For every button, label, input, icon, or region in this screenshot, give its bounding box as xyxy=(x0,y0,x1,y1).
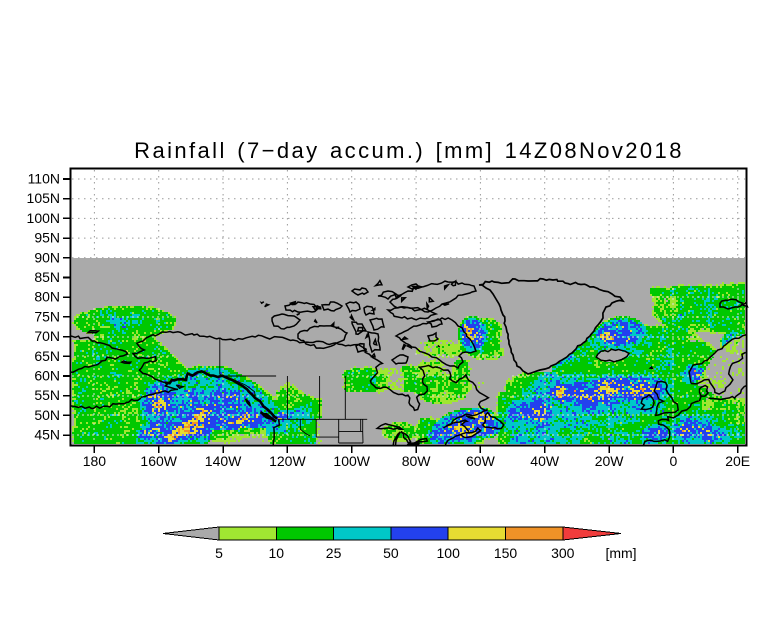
svg-text:40W: 40W xyxy=(530,453,560,469)
svg-text:5: 5 xyxy=(215,545,223,561)
svg-text:50N: 50N xyxy=(34,407,60,423)
svg-text:80N: 80N xyxy=(34,289,60,305)
svg-text:20W: 20W xyxy=(595,453,625,469)
svg-text:75N: 75N xyxy=(34,308,60,324)
svg-text:60N: 60N xyxy=(34,368,60,384)
svg-text:55N: 55N xyxy=(34,387,60,403)
svg-text:50: 50 xyxy=(383,545,399,561)
svg-text:65N: 65N xyxy=(34,348,60,364)
svg-text:100W: 100W xyxy=(333,453,370,469)
svg-text:300: 300 xyxy=(551,545,575,561)
svg-text:70N: 70N xyxy=(34,328,60,344)
svg-text:45N: 45N xyxy=(34,427,60,443)
svg-text:100N: 100N xyxy=(27,210,60,226)
svg-text:110N: 110N xyxy=(28,171,60,187)
svg-text:80W: 80W xyxy=(402,453,432,469)
svg-text:60W: 60W xyxy=(466,453,496,469)
svg-text:[mm]: [mm] xyxy=(605,545,636,561)
svg-text:0: 0 xyxy=(670,453,678,469)
svg-text:160W: 160W xyxy=(140,453,177,469)
svg-text:90N: 90N xyxy=(34,249,60,265)
svg-text:85N: 85N xyxy=(34,269,60,285)
svg-text:120W: 120W xyxy=(269,453,306,469)
svg-text:10: 10 xyxy=(269,545,285,561)
svg-text:150: 150 xyxy=(494,545,518,561)
svg-text:20E: 20E xyxy=(725,453,750,469)
svg-text:25: 25 xyxy=(326,545,342,561)
svg-text:140W: 140W xyxy=(205,453,242,469)
svg-text:100: 100 xyxy=(437,545,461,561)
svg-text:180: 180 xyxy=(83,453,107,469)
svg-text:105N: 105N xyxy=(27,190,60,206)
svg-text:Rainfall (7−day accum.) [mm] 1: Rainfall (7−day accum.) [mm] 14Z08Nov201… xyxy=(134,138,684,163)
svg-text:95N: 95N xyxy=(34,230,60,246)
